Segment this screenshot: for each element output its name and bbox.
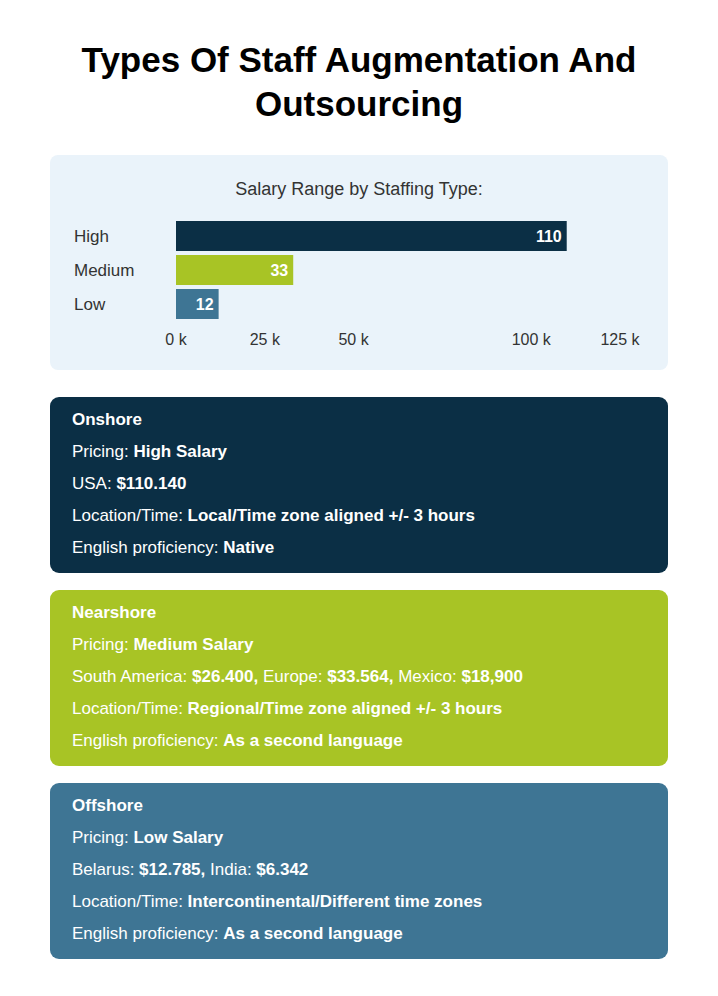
- html-text:Offshore: Offshore: [72, 796, 143, 815]
- html-text:English proficiency: As a seco: English proficiency: As a second languag…: [72, 924, 403, 943]
- html-text:USA: $110.140: USA: $110.140: [72, 474, 187, 493]
- html-text:Belarus: $12.785, India: $6.34: Belarus: $12.785, India: $6.342: [72, 860, 309, 879]
- svg-text:Low: Low: [74, 295, 106, 314]
- svg-text:High: High: [74, 227, 109, 246]
- svg-text:100 k: 100 k: [512, 331, 552, 348]
- svg-text:0 k: 0 k: [165, 331, 187, 348]
- html-text:Types Of Staff Augmentation An: Types Of Staff Augmentation And Outsourc…: [81, 40, 637, 123]
- html-text:English proficiency: Native: English proficiency: Native: [72, 538, 275, 557]
- html-text:South America: $26.400, Europe: South America: $26.400, Europe: $33.564,…: [72, 667, 523, 686]
- html-text:Location/Time: Regional/Time z: Location/Time: Regional/Time zone aligne…: [72, 699, 503, 718]
- svg-text:Salary Range by Staffing Type:: Salary Range by Staffing Type:: [235, 179, 483, 199]
- svg-text:110: 110: [536, 228, 562, 245]
- html-text:Pricing: Low Salary: Pricing: Low Salary: [72, 828, 224, 847]
- html-text:Pricing: Medium Salary: Pricing: Medium Salary: [72, 635, 254, 654]
- html-text:Location/Time: Local/Time zone: Location/Time: Local/Time zone aligned +…: [72, 506, 475, 525]
- html-text:Pricing: High Salary: Pricing: High Salary: [72, 442, 227, 461]
- svg-text:25 k: 25 k: [250, 331, 281, 348]
- html-text:English proficiency: As a seco: English proficiency: As a second languag…: [72, 731, 403, 750]
- svg-text:12: 12: [196, 296, 214, 313]
- html-text:Onshore: Onshore: [72, 410, 142, 429]
- html-text:Location/Time: Intercontinenta: Location/Time: Intercontinental/Differen…: [72, 892, 483, 911]
- svg-text:Medium: Medium: [74, 261, 134, 280]
- svg-text:125 k: 125 k: [600, 331, 640, 348]
- svg-text:33: 33: [270, 262, 288, 279]
- svg-text:50 k: 50 k: [338, 331, 369, 348]
- html-text:Nearshore: Nearshore: [72, 603, 157, 622]
